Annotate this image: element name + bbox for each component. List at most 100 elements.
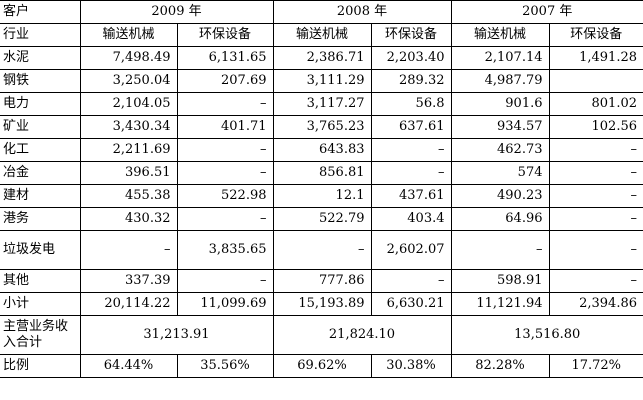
industry-header: 行业 <box>0 23 81 47</box>
value-cell: – <box>176 269 274 293</box>
row-label: 冶金 <box>0 161 81 185</box>
value-cell: 401.71 <box>176 115 274 139</box>
ratio-cell: 82.28% <box>450 354 550 378</box>
value-cell: 3,111.29 <box>272 69 372 93</box>
value-cell: 207.69 <box>176 69 274 93</box>
header-row-years: 客户 2009 年 2008 年 2007 年 <box>0 0 643 24</box>
total-2008: 21,824.10 <box>272 315 452 355</box>
value-cell: 490.23 <box>450 184 550 208</box>
header-row-categories: 行业 输送机械 环保设备 输送机械 环保设备 输送机械 环保设备 <box>0 23 643 47</box>
row-label: 化工 <box>0 138 81 162</box>
row-label: 垃圾发电 <box>0 230 81 270</box>
value-cell: 430.32 <box>79 207 178 231</box>
value-cell: 3,430.34 <box>79 115 178 139</box>
value-cell: 3,250.04 <box>79 69 178 93</box>
value-cell: 4,987.79 <box>450 69 550 93</box>
environmental-header-2007: 环保设备 <box>548 23 643 47</box>
table-body: 水泥 7,498.49 6,131.65 2,386.71 2,203.40 2,107.… <box>0 46 643 316</box>
row-label: 水泥 <box>0 46 81 70</box>
value-cell: 522.98 <box>176 184 274 208</box>
table-row: 小计 20,114.22 11,099.69 15,193.89 6,630.21 11,… <box>0 292 643 316</box>
row-label: 港务 <box>0 207 81 231</box>
value-cell: 6,131.65 <box>176 46 274 70</box>
table-row: 钢铁 3,250.04 207.69 3,111.29 289.32 4,987.79 <box>0 69 643 93</box>
table-row: 电力 2,104.05–3,117.27 56.8 901.6 801.02 <box>0 92 643 116</box>
value-cell: 7,498.49 <box>79 46 178 70</box>
value-cell: 11,099.69 <box>176 292 274 316</box>
value-cell: – <box>176 207 274 231</box>
value-cell: 20,114.22 <box>79 292 178 316</box>
table-row: 冶金 396.51–856.81–574– <box>0 161 643 185</box>
value-cell: 337.39 <box>79 269 178 293</box>
ratio-row: 比例 64.44% 35.56% 69.62% 30.38% 82.28% 17… <box>0 354 643 378</box>
value-cell: – <box>370 269 452 293</box>
value-cell <box>548 69 643 93</box>
value-cell: 777.86 <box>272 269 372 293</box>
table-row: 建材 455.38 522.98 12.1 437.61 490.23– <box>0 184 643 208</box>
value-cell: – <box>176 92 274 116</box>
value-cell: – <box>370 138 452 162</box>
ratio-cell: 17.72% <box>548 354 643 378</box>
row-label: 其他 <box>0 269 81 293</box>
value-cell: 2,386.71 <box>272 46 372 70</box>
value-cell: 11,121.94 <box>450 292 550 316</box>
value-cell: 2,203.40 <box>370 46 452 70</box>
ratio-cell: 64.44% <box>79 354 178 378</box>
value-cell: 522.79 <box>272 207 372 231</box>
value-cell: 3,835.65 <box>176 230 274 270</box>
table-row: 其他 337.39–777.86–598.91– <box>0 269 643 293</box>
value-cell: – <box>548 207 643 231</box>
table-row: 垃圾发电 –3,835.65–2,602.07– – <box>0 230 643 270</box>
value-cell: 598.91 <box>450 269 550 293</box>
value-cell: 3,117.27 <box>272 92 372 116</box>
value-cell: – <box>548 269 643 293</box>
table-row: 港务 430.32–522.79 403.4 64.96– <box>0 207 643 231</box>
revenue-table: 客户 2009 年 2008 年 2007 年 行业 输送机械 环保设备 输送机… <box>0 0 643 378</box>
total-2009: 31,213.91 <box>79 315 274 355</box>
value-cell: 462.73 <box>450 138 550 162</box>
row-label: 建材 <box>0 184 81 208</box>
customer-header: 客户 <box>0 0 81 24</box>
value-cell: – <box>450 230 550 270</box>
value-cell: 289.32 <box>370 69 452 93</box>
value-cell: 856.81 <box>272 161 372 185</box>
year-2008-header: 2008 年 <box>272 0 452 24</box>
value-cell: 2,211.69 <box>79 138 178 162</box>
value-cell: 801.02 <box>548 92 643 116</box>
conveyor-header-2007: 输送机械 <box>450 23 550 47</box>
value-cell: – <box>176 138 274 162</box>
value-cell: 637.61 <box>370 115 452 139</box>
environmental-header-2009: 环保设备 <box>176 23 274 47</box>
value-cell: 643.83 <box>272 138 372 162</box>
value-cell: 6,630.21 <box>370 292 452 316</box>
value-cell: 2,602.07 <box>370 230 452 270</box>
value-cell: 934.57 <box>450 115 550 139</box>
ratio-cell: 69.62% <box>272 354 372 378</box>
table-row: 矿业 3,430.34 401.71 3,765.23 637.61 934.57 102.… <box>0 115 643 139</box>
value-cell: 2,104.05 <box>79 92 178 116</box>
value-cell: – <box>548 161 643 185</box>
total-2007: 13,516.80 <box>450 315 643 355</box>
value-cell: 102.56 <box>548 115 643 139</box>
value-cell: – <box>272 230 372 270</box>
row-label: 小计 <box>0 292 81 316</box>
table-row: 化工 2,211.69–643.83–462.73– <box>0 138 643 162</box>
value-cell: – <box>548 184 643 208</box>
value-cell: 1,491.28 <box>548 46 643 70</box>
value-cell: 901.6 <box>450 92 550 116</box>
value-cell: 56.8 <box>370 92 452 116</box>
value-cell: 437.61 <box>370 184 452 208</box>
value-cell: 574 <box>450 161 550 185</box>
value-cell: 396.51 <box>79 161 178 185</box>
row-label: 矿业 <box>0 115 81 139</box>
total-row: 主营业务收入合计 31,213.91 21,824.10 13,516.80 <box>0 315 643 355</box>
value-cell: – <box>176 161 274 185</box>
value-cell: 15,193.89 <box>272 292 372 316</box>
value-cell: 12.1 <box>272 184 372 208</box>
total-label: 主营业务收入合计 <box>0 315 81 355</box>
conveyor-header-2008: 输送机械 <box>272 23 372 47</box>
row-label: 钢铁 <box>0 69 81 93</box>
environmental-header-2008: 环保设备 <box>370 23 452 47</box>
row-label: 电力 <box>0 92 81 116</box>
value-cell: – <box>370 161 452 185</box>
